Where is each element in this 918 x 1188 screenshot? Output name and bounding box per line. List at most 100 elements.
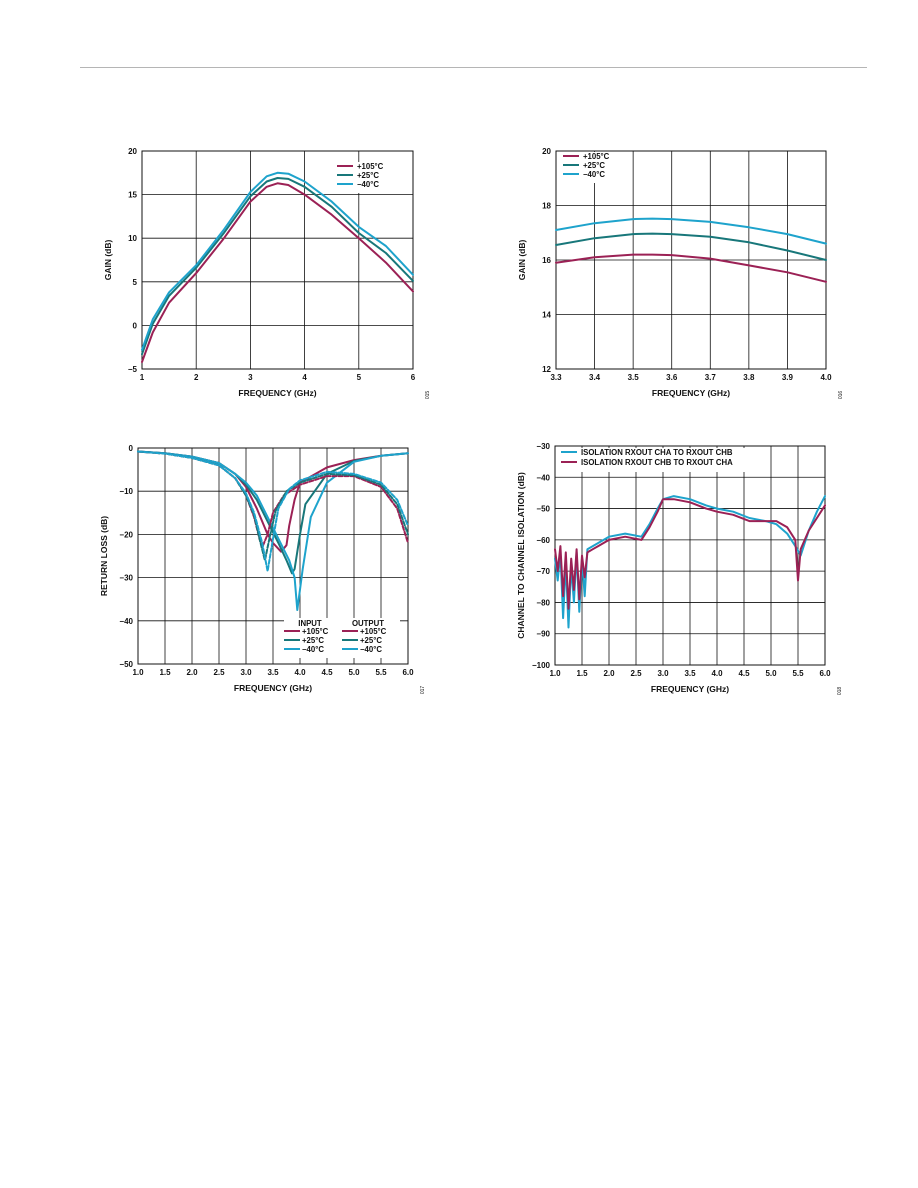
isolation-xtick-label: 5.5 [792,669,804,678]
gain-band-figure-id: 016 [838,391,844,400]
isolation-ytick-label: −60 [536,536,550,545]
gain-band-y-axis-label: GAIN (dB) [517,240,527,281]
gain-band-xtick-label: 4.0 [820,373,832,382]
return-loss-xtick-label: 3.5 [267,668,279,677]
return-loss-ytick-label: −50 [119,660,133,669]
return-loss-xtick-label: 5.0 [348,668,360,677]
return-loss-x-axis-label: FREQUENCY (GHz) [234,683,312,693]
gain-wide-x-axis-label: FREQUENCY (GHz) [238,388,316,398]
isolation-ytick-label: −40 [536,473,550,482]
gain-wide-ytick-label: 0 [133,321,138,330]
return-loss-legend-label: −40°C [302,645,324,654]
gain-wide-ytick-label: −5 [128,365,138,374]
isolation-xtick-label: 1.5 [576,669,588,678]
isolation-x-axis-label: FREQUENCY (GHz) [651,684,729,694]
gain-band-xtick-label: 3.5 [628,373,640,382]
gain-wide-legend-label: +105°C [357,162,384,171]
gain-wide-xtick-label: 6 [411,373,416,382]
gain-band-series-line [555,217,827,245]
return-loss-legend-group-title: INPUT [298,619,322,628]
return-loss-legend-label: +25°C [302,636,324,645]
return-loss-legend-label: +105°C [360,627,387,636]
return-loss-xtick-label: 4.0 [294,668,306,677]
isolation-xtick-label: 3.0 [657,669,669,678]
gain-band-xtick-label: 3.4 [589,373,601,382]
gain-band-series-line [555,253,827,283]
gain-wide-xtick-label: 4 [302,373,307,382]
gain-wide-series-line [141,182,414,363]
isolation-figure-id: 018 [837,687,843,696]
gain-band-xtick-label: 3.9 [782,373,794,382]
isolation-ytick-label: −100 [532,661,551,670]
gain-band-ytick-label: 18 [542,202,551,211]
return-loss-xtick-label: 2.0 [186,668,198,677]
return-loss-legend-label: −40°C [360,645,382,654]
gain-band-xtick-label: 3.7 [705,373,717,382]
return-loss-figure-id: 017 [420,686,426,695]
return-loss-plot-frame [137,447,409,665]
return-loss-xtick-label: 4.5 [321,668,333,677]
return-loss-ytick-label: −40 [119,617,133,626]
isolation-legend-bg [557,448,765,472]
gain-band-ytick-label: 16 [542,256,551,265]
isolation-series-line [554,498,826,610]
isolation-ytick-label: −90 [536,630,550,639]
gain-wide-ytick-label: 5 [133,278,138,287]
return-loss-ytick-label: −10 [119,487,133,496]
isolation-ytick-label: −80 [536,598,550,607]
isolation-ytick-label: −70 [536,567,550,576]
gain-wide-series-line [141,171,414,351]
gain-band-xtick-label: 3.8 [743,373,755,382]
gain-wide-group: 1 2 3 4 5 6 −5 0 5 10 15 20 FREQUENCY (GHz) GAIN (dB)… [103,147,431,399]
return-loss-legend-group-title: OUTPUT [352,619,384,628]
isolation-ytick-label: −50 [536,505,550,514]
isolation-y-axis-label: CHANNEL TO CHANNEL ISOLATION (dB) [516,472,526,639]
return-loss-legend-label: +105°C [302,627,329,636]
gain-wide-legend-label: −40°C [357,180,379,189]
isolation-group: 1.0 1.5 2.0 2.5 3.0 3.5 4.0 4.5 5.0 5.5 6.0 −100 −90… [516,442,843,695]
return-loss-xtick-label: 2.5 [213,668,225,677]
gain-band-legend-label: +25°C [583,161,605,170]
return-loss-series-line [137,450,409,611]
gain-wide-ytick-label: 20 [128,147,137,156]
return-loss-xtick-label: 5.5 [375,668,387,677]
gain-wide-xtick-label: 1 [140,373,145,382]
gain-band-legend-bg [559,152,627,183]
return-loss-legend-bg [284,618,400,658]
return-loss-ytick-label: 0 [129,444,134,453]
return-loss-xtick-label: 1.0 [132,668,144,677]
gain-wide-y-axis-label: GAIN (dB) [103,240,113,281]
isolation-ytick-label: −30 [536,442,550,451]
page-header-rule [80,67,867,68]
gain-wide-legend-label: +25°C [357,171,379,180]
gain-band-x-axis-label: FREQUENCY (GHz) [652,388,730,398]
gain-wide-xtick-label: 3 [248,373,253,382]
isolation-xtick-label: 4.5 [738,669,750,678]
gain-band-legend-label: −40°C [583,170,605,179]
gain-band-group: 3.3 3.4 3.5 3.6 3.7 3.8 3.9 4.0 12 14 16 18 20 FREQUE… [517,147,844,399]
return-loss-y-axis-label: RETURN LOSS (dB) [99,516,109,596]
isolation-xtick-label: 3.5 [684,669,696,678]
gain-band-legend-label: +105°C [583,152,610,161]
return-loss-ytick-label: −30 [119,574,133,583]
isolation-xtick-label: 1.0 [549,669,561,678]
return-loss-group: 1.0 1.5 2.0 2.5 3.0 3.5 4.0 4.5 5.0 5.5 6.0 −50 −40 −… [99,444,426,694]
gain-wide-xtick-label: 2 [194,373,199,382]
return-loss-xtick-label: 3.0 [240,668,252,677]
isolation-xtick-label: 2.5 [630,669,642,678]
gain-band-xtick-label: 3.6 [666,373,678,382]
return-loss-series-line [137,450,409,573]
gain-wide-plot-frame [141,150,414,370]
gain-wide-series-line [141,177,414,356]
isolation-legend-label: ISOLATION RXOUT CHB TO RXOUT CHA [581,458,733,467]
gain-band-ytick-label: 20 [542,147,551,156]
isolation-legend-label: ISOLATION RXOUT CHA TO RXOUT CHB [581,448,733,457]
return-loss-legend-label: +25°C [360,636,382,645]
gain-band-series-line [555,232,827,261]
gain-wide-legend-bg [333,162,401,193]
gain-wide-xtick-label: 5 [357,373,362,382]
gain-wide-ytick-label: 15 [128,191,137,200]
isolation-xtick-label: 4.0 [711,669,723,678]
isolation-xtick-label: 6.0 [819,669,831,678]
